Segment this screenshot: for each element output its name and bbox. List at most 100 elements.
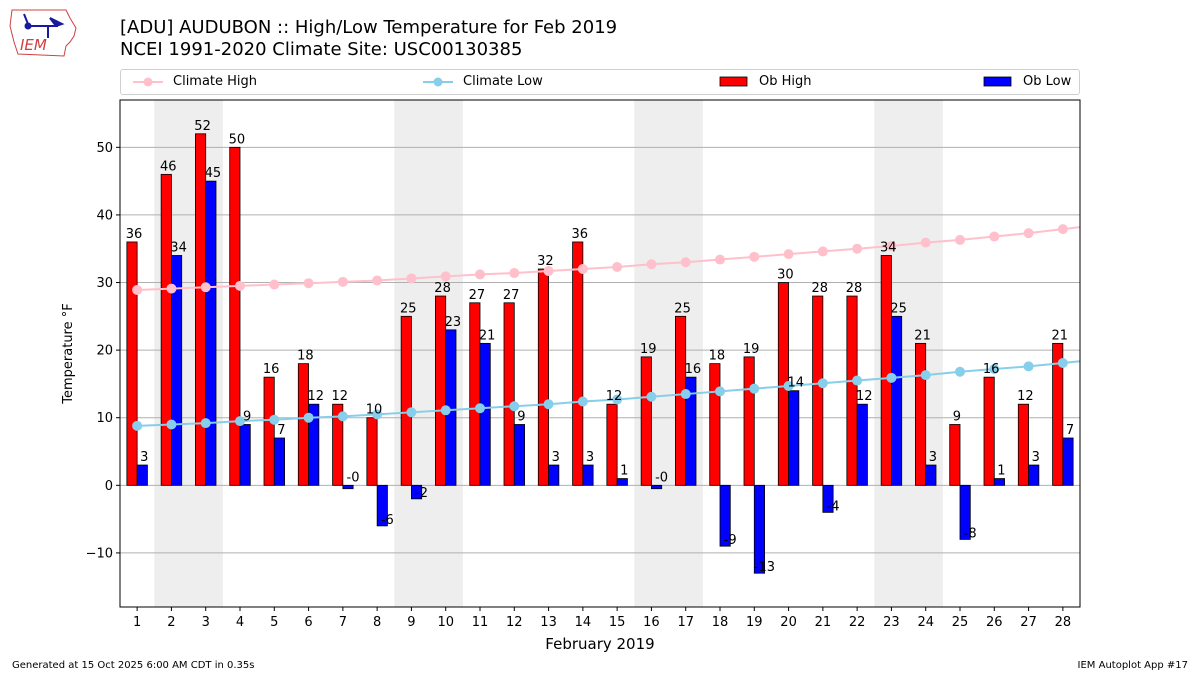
climate-low-point <box>1057 357 1068 368</box>
climate-high-point <box>132 284 143 295</box>
ob-low-bar <box>856 403 868 486</box>
climate-high-point <box>235 280 245 291</box>
ob-high-bar <box>503 302 515 486</box>
ob-high-label: 16 <box>983 362 1000 377</box>
legend-item-climate-low: Climate Low <box>423 74 543 89</box>
ob-low-bar <box>959 484 971 540</box>
ob-low-label: 25 <box>890 301 907 316</box>
legend-item-climate-high: Climate High <box>133 74 257 89</box>
climate-high-point <box>577 264 588 274</box>
ob-high-bar <box>195 133 207 486</box>
app-label: IEM Autoplot App #17 <box>1077 660 1188 671</box>
climate-high-line-icon <box>133 77 163 86</box>
ob-high-bar <box>709 363 721 486</box>
ob-low-label: -4 <box>827 499 840 514</box>
ob-high-label: 25 <box>674 301 691 316</box>
ob-low-bar <box>925 464 937 486</box>
x-tick-label: 16 <box>643 615 660 630</box>
ob-low-bar <box>171 255 183 486</box>
ob-high-bar <box>263 376 275 486</box>
ob-low-bar <box>822 484 834 513</box>
ob-high-bar <box>297 363 309 486</box>
generated-timestamp: Generated at 15 Oct 2025 6:00 AM CDT in … <box>12 660 255 671</box>
legend-label: Ob High <box>759 74 812 89</box>
climate-low-point <box>406 407 417 418</box>
climate-high-point <box>543 266 554 277</box>
ob-low-bar <box>273 437 285 486</box>
climate-high-point <box>200 282 211 293</box>
ob-low-label: 14 <box>787 376 804 391</box>
ob-high-label: 25 <box>400 301 417 316</box>
y-tick-label: 0 <box>105 479 113 494</box>
x-tick-label: 11 <box>472 615 489 630</box>
ob-high-bar <box>400 315 412 486</box>
bar-labels: 36 3 46 34 52 45 50 9 16 7 18 12 12 -0 10 -6 25 -2 28 23 27 2… <box>126 119 1074 575</box>
legend: Climate High Climate Low Ob High Ob Low <box>120 69 1080 95</box>
ob-low-bar <box>651 484 663 490</box>
climate-high-point <box>440 271 451 282</box>
climate-high-point <box>783 249 794 260</box>
climate-high-point <box>1023 228 1034 239</box>
climate-high-point <box>1057 224 1068 235</box>
climate-high-point <box>646 259 657 270</box>
ob-low-bar <box>753 484 765 574</box>
ob-high-label: 27 <box>503 288 520 303</box>
x-tick-label: 5 <box>270 615 278 630</box>
ob-low-bar <box>308 403 320 486</box>
ob-low-bar <box>239 424 251 486</box>
x-tick-label: 12 <box>506 615 523 630</box>
ob-high-label: 46 <box>160 159 177 174</box>
ob-low-bar <box>719 484 731 547</box>
ob-high-bar <box>572 241 584 486</box>
ob-low-label: 9 <box>243 409 251 424</box>
climate-low-point <box>955 366 965 377</box>
ob-high-bar <box>812 295 824 486</box>
ob-high-label: 19 <box>743 342 760 357</box>
x-tick-label: 2 <box>167 615 175 630</box>
chart-title: [ADU] AUDUBON :: High/Low Temperature fo… <box>120 17 617 61</box>
weekend-shade <box>634 100 703 607</box>
x-tick-label: 4 <box>236 615 244 630</box>
ob-low-label: 9 <box>517 409 525 424</box>
climate-high-point <box>749 251 760 262</box>
x-tick-label: 25 <box>952 615 969 630</box>
climate-high-point <box>303 278 314 289</box>
x-tick-label: 27 <box>1020 615 1037 630</box>
ob-low-bar <box>993 478 1005 486</box>
ob-low-label: 21 <box>479 328 496 343</box>
climate-lines <box>132 224 1081 431</box>
logo-text: IEM <box>20 36 47 54</box>
climate-low-point <box>783 380 794 391</box>
x-tick-label: 18 <box>712 615 729 630</box>
climate-high-point <box>337 276 348 287</box>
ob-low-bar <box>342 484 354 490</box>
climate-high-point <box>269 279 280 290</box>
ob-high-label: 18 <box>297 349 314 364</box>
ob-low-label: 7 <box>277 423 285 438</box>
climate-low-point <box>303 412 314 423</box>
ob-high-label: 21 <box>914 328 931 343</box>
climate-low-point <box>543 399 554 410</box>
ob-high-label: 9 <box>953 409 961 424</box>
ob-high-label: 36 <box>571 227 588 242</box>
ob-high-bar <box>366 417 378 486</box>
ob-low-bar <box>548 464 560 486</box>
x-tick-label: 23 <box>883 615 900 630</box>
y-tick-label: 50 <box>96 141 113 156</box>
climate-low-point <box>475 403 485 414</box>
ob-high-label: 30 <box>777 268 794 283</box>
ob-low-label: 7 <box>1066 423 1074 438</box>
ob-low-bar <box>513 424 525 486</box>
x-tick-label: 6 <box>304 615 312 630</box>
ob-high-swatch-icon <box>719 76 748 86</box>
ob-low-label: -0 <box>655 470 668 485</box>
ob-low-label: 12 <box>856 389 873 404</box>
x-tick-label: 13 <box>540 615 557 630</box>
climate-low-point <box>235 416 245 427</box>
climate-high-point <box>372 275 383 286</box>
climate-low-point <box>680 389 691 400</box>
climate-low-point <box>817 378 828 389</box>
ob-low-bar <box>1062 437 1074 486</box>
x-tick-label: 24 <box>917 615 934 630</box>
